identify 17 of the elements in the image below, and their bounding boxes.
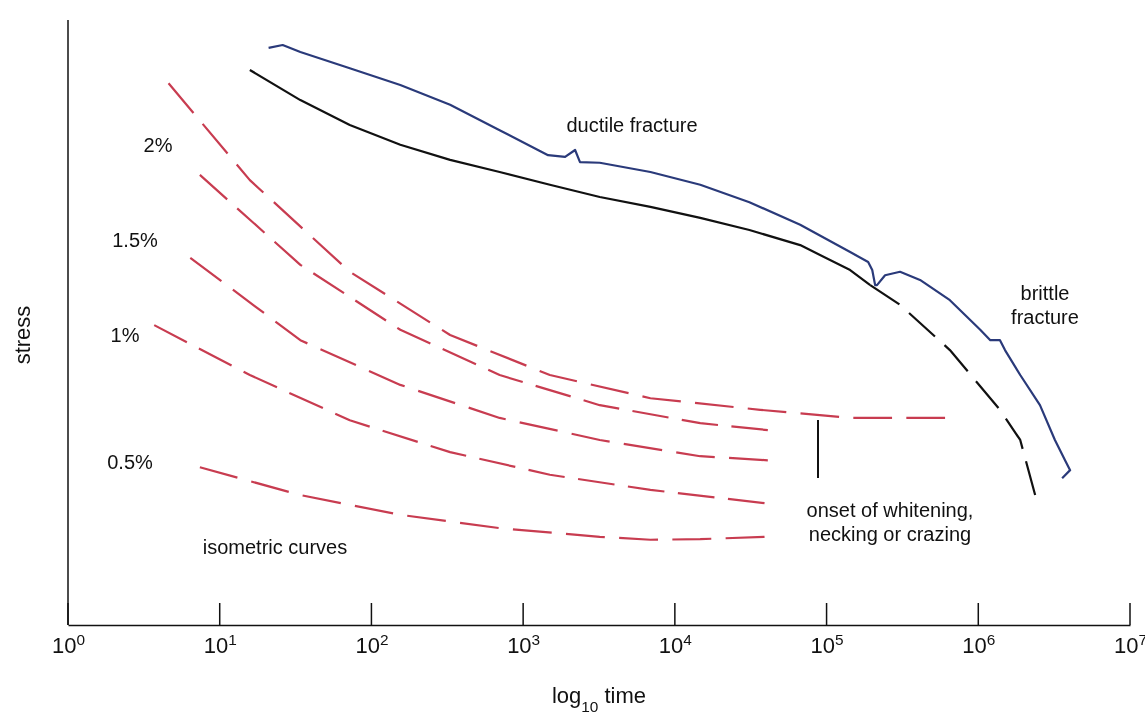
annotation: onset of whitening, necking or crazing	[806, 499, 974, 545]
x-tick-label: 10$^{1}$	[203, 630, 237, 658]
annotation: isometric curves	[202, 536, 348, 558]
x-tick-label: 10$^{0}$	[51, 630, 86, 658]
x-axis-title: log$_{10}$ time	[551, 683, 647, 715]
x-tick-label: 10$^{5}$	[810, 630, 844, 658]
annotation: 1.5%	[112, 229, 159, 251]
annotation: 1%	[110, 324, 140, 346]
x-tick-label: 10$^{6}$	[962, 630, 996, 658]
annotation: 0.5%	[107, 451, 154, 473]
annotation: 2%	[143, 134, 173, 156]
annotation: ductile fracture	[566, 114, 698, 136]
x-tick-label: 10$^{3}$	[507, 630, 541, 658]
x-tick-label: 10$^{4}$	[658, 630, 693, 658]
y-axis-title: stress	[10, 305, 35, 365]
x-tick-label: 10$^{2}$	[355, 630, 389, 658]
annotation: brittle fracture	[1011, 282, 1079, 328]
